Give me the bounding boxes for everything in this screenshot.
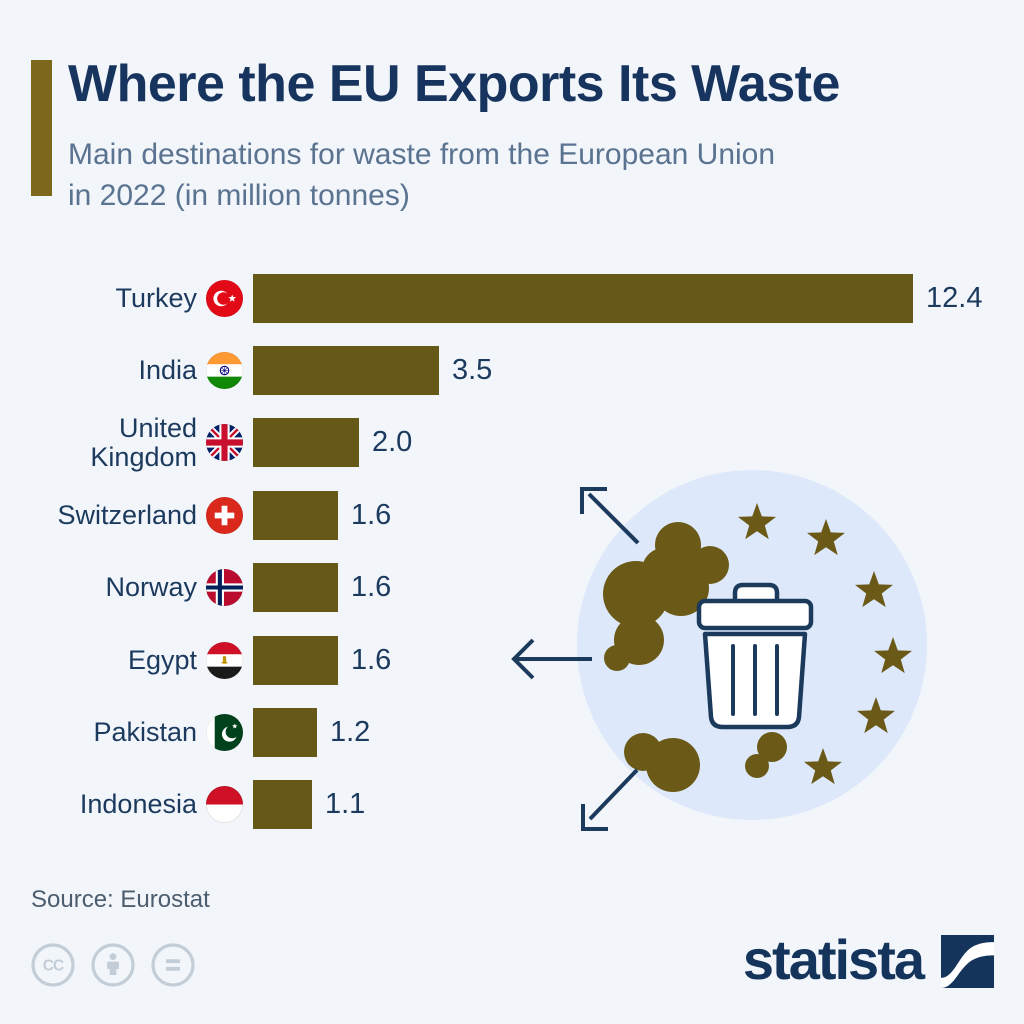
bar-value: 1.6 (351, 643, 392, 676)
bar-value: 1.6 (351, 571, 392, 604)
bar-value: 12.4 (926, 281, 983, 314)
category-label: Pakistan (93, 716, 197, 747)
bar (253, 418, 359, 468)
bar-value: 1.1 (325, 788, 366, 821)
bar-chart: Turkey 12.4 India 3.5 U (30, 262, 994, 841)
cc-icon[interactable]: CC (30, 942, 76, 988)
title-accent-bar (31, 60, 52, 196)
chart-row-india: India 3.5 (30, 334, 994, 406)
category-label: Switzerland (57, 499, 197, 530)
chart-row-turkey: Turkey 12.4 (30, 262, 994, 334)
source-note: Source: Eurostat (31, 886, 210, 913)
united-kingdom-flag-icon (206, 424, 243, 462)
bar (253, 563, 338, 613)
statista-logo[interactable]: statista (743, 932, 994, 988)
category-label: United Kingdom (90, 412, 197, 472)
svg-text:CC: CC (43, 958, 64, 975)
chart-row-united-kingdom: United Kingdom 2.0 (30, 407, 994, 479)
chart-row-indonesia: Indonesia 1.1 (30, 769, 994, 841)
category-label: Indonesia (79, 789, 197, 820)
chart-row-egypt: Egypt 1.6 (30, 624, 994, 696)
egypt-flag-icon (206, 641, 243, 679)
indonesia-flag-icon (206, 786, 243, 824)
bar (253, 273, 913, 323)
bar (253, 490, 338, 540)
chart-row-pakistan: Pakistan 1.2 (30, 696, 994, 768)
category-label: Egypt (127, 644, 197, 675)
license-icons: CC (30, 942, 196, 988)
bar (253, 346, 439, 396)
category-label: Norway (105, 572, 197, 603)
category-label: India (138, 355, 197, 385)
bar-value: 3.5 (452, 354, 493, 387)
norway-flag-icon (206, 569, 243, 607)
equals-icon[interactable] (150, 942, 196, 988)
page-subtitle: Main destinations for waste from the Eur… (68, 134, 928, 217)
pakistan-flag-icon (206, 714, 243, 752)
category-label: Turkey (115, 282, 197, 313)
bar (253, 708, 317, 758)
bar-value: 1.6 (351, 498, 392, 531)
india-flag-icon (206, 352, 243, 390)
statista-wordmark: statista (742, 928, 925, 991)
bar-value: 1.2 (330, 716, 371, 749)
chart-row-switzerland: Switzerland 1.6 (30, 479, 994, 551)
bar (253, 635, 338, 685)
statista-logo-icon (941, 935, 994, 988)
subtitle-line-2: in 2022 (in million tonnes) (68, 179, 410, 213)
chart-row-norway: Norway 1.6 (30, 552, 994, 624)
bar-value: 2.0 (372, 426, 413, 459)
attribution-person-icon[interactable] (90, 942, 136, 988)
switzerland-flag-icon (206, 496, 243, 534)
page-title: Where the EU Exports Its Waste (68, 55, 840, 113)
subtitle-line-1: Main destinations for waste from the Eur… (68, 138, 776, 171)
bar (253, 780, 312, 830)
turkey-flag-icon (206, 279, 243, 317)
